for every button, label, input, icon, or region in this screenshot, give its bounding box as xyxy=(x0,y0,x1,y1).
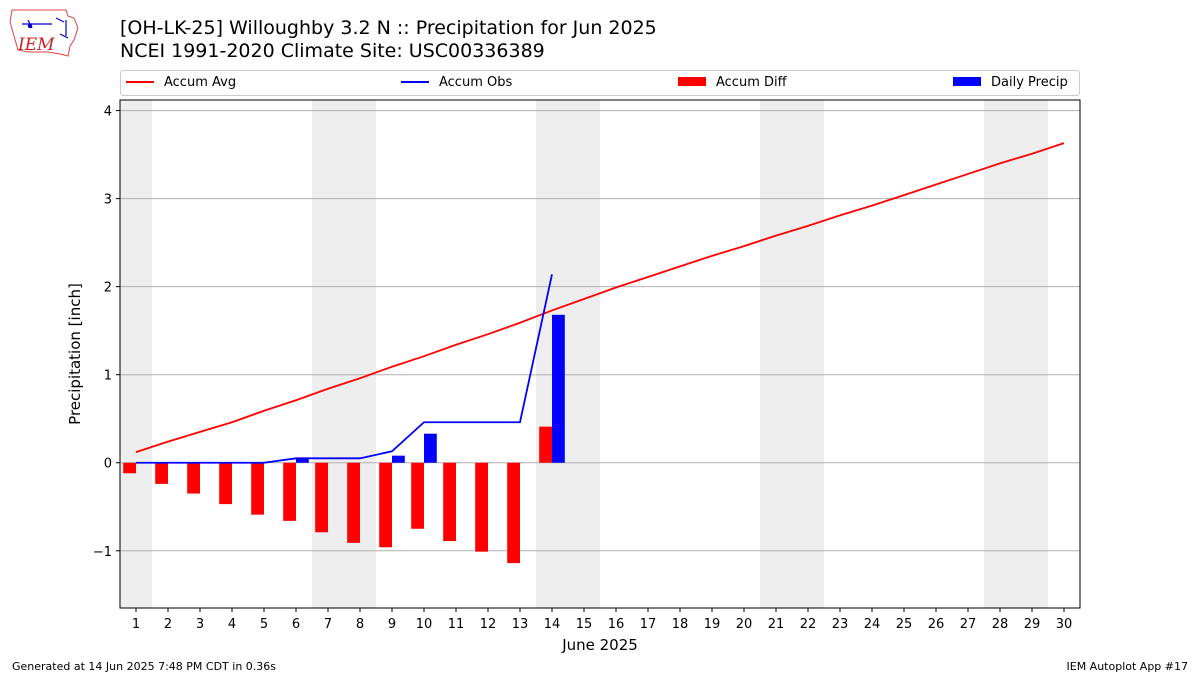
chart-subtitle: NCEI 1991-2020 Climate Site: USC00336389 xyxy=(120,40,545,62)
x-tick-label: 3 xyxy=(196,617,204,632)
x-tick-label: 27 xyxy=(960,617,977,632)
accum-diff-bar xyxy=(443,462,456,542)
x-tick-label: 26 xyxy=(928,617,945,632)
x-tick-label: 7 xyxy=(324,617,332,632)
x-tick-label: 13 xyxy=(512,617,529,632)
x-tick-label: 9 xyxy=(388,617,396,632)
logo-text: IEM xyxy=(17,35,55,55)
daily-precip-bar xyxy=(552,314,565,463)
x-tick-label: 30 xyxy=(1056,617,1073,632)
accum-diff-bar xyxy=(411,462,424,529)
footer-app-label: IEM Autoplot App #17 xyxy=(1066,660,1189,673)
accum-diff-bar xyxy=(283,462,296,521)
legend-label-daily-precip: Daily Precip xyxy=(991,75,1068,90)
y-tick-label: 2 xyxy=(104,281,112,296)
x-axis-label: June 2025 xyxy=(561,636,638,654)
x-tick-label: 23 xyxy=(832,617,849,632)
legend-item-accum-obs: Accum Obs xyxy=(401,74,512,92)
x-tick-label: 11 xyxy=(448,617,465,632)
x-tick-label: 18 xyxy=(672,617,689,632)
iem-logo: IEM xyxy=(9,9,79,57)
accum-diff-bar xyxy=(315,462,328,533)
weekend-shade xyxy=(120,100,152,608)
accum-diff-bar xyxy=(379,462,392,548)
accum-obs-line xyxy=(136,274,553,464)
y-tick-label: 1 xyxy=(104,369,112,384)
plot-frame xyxy=(119,99,1081,609)
chart-title: [OH-LK-25] Willoughby 3.2 N :: Precipita… xyxy=(120,17,657,39)
x-tick-label: 28 xyxy=(992,617,1009,632)
legend-item-daily-precip: Daily Precip xyxy=(953,74,1068,92)
legend-label-accum-diff: Accum Diff xyxy=(716,75,787,90)
daily-precip-bar xyxy=(424,433,437,463)
legend-swatch-daily-precip xyxy=(953,77,981,86)
footer-generated-text: Generated at 14 Jun 2025 7:48 PM CDT in … xyxy=(12,660,277,673)
legend-item-accum-diff: Accum Diff xyxy=(678,74,787,92)
accum-diff-bar xyxy=(507,462,520,564)
y-tick-label: 4 xyxy=(104,105,112,120)
accum-diff-bar xyxy=(251,462,264,515)
legend-swatch-accum-diff xyxy=(678,77,706,86)
legend-label-accum-obs: Accum Obs xyxy=(439,75,513,90)
weekend-shade xyxy=(760,100,824,608)
x-tick-label: 19 xyxy=(704,617,721,632)
chart-legend: Accum Avg Accum Obs Accum Diff Daily Pre… xyxy=(120,70,1080,96)
daily-precip-bar xyxy=(296,458,309,463)
x-tick-label: 20 xyxy=(736,617,753,632)
x-tick-label: 21 xyxy=(768,617,785,632)
weekend-shade xyxy=(984,100,1048,608)
accum-diff-bar xyxy=(347,462,360,543)
x-tick-label: 25 xyxy=(896,617,913,632)
daily-precip-bar xyxy=(392,455,405,463)
y-tick-label: 3 xyxy=(104,193,112,208)
x-tick-label: 1 xyxy=(132,617,140,632)
x-tick-label: 14 xyxy=(544,617,561,632)
x-tick-label: 4 xyxy=(228,617,236,632)
accum-diff-bar xyxy=(187,462,200,494)
accum-avg-line xyxy=(135,142,1065,454)
y-tick-label: −1 xyxy=(93,545,112,560)
x-tick-label: 5 xyxy=(260,617,268,632)
accum-diff-bar xyxy=(475,462,488,552)
accum-diff-bar xyxy=(123,462,136,474)
weekend-shade xyxy=(536,100,600,608)
x-tick-label: 17 xyxy=(640,617,657,632)
accum-diff-bar xyxy=(155,462,168,484)
x-tick-label: 6 xyxy=(292,617,300,632)
accum-diff-bar xyxy=(219,462,232,505)
x-tick-label: 16 xyxy=(608,617,625,632)
y-tick-label: 0 xyxy=(104,457,112,472)
y-axis-label: Precipitation [inch] xyxy=(66,283,84,425)
x-tick-label: 24 xyxy=(864,617,881,632)
legend-label-accum-avg: Accum Avg xyxy=(164,75,237,90)
legend-item-accum-avg: Accum Avg xyxy=(126,74,236,92)
x-tick-label: 12 xyxy=(480,617,497,632)
legend-swatch-accum-avg xyxy=(126,80,154,83)
legend-swatch-accum-obs xyxy=(401,80,429,83)
x-tick-label: 2 xyxy=(164,617,172,632)
x-tick-label: 10 xyxy=(416,617,433,632)
x-tick-label: 15 xyxy=(576,617,593,632)
accum-diff-bar xyxy=(539,426,552,463)
x-tick-label: 8 xyxy=(356,617,364,632)
x-tick-label: 29 xyxy=(1024,617,1041,632)
x-tick-label: 22 xyxy=(800,617,817,632)
